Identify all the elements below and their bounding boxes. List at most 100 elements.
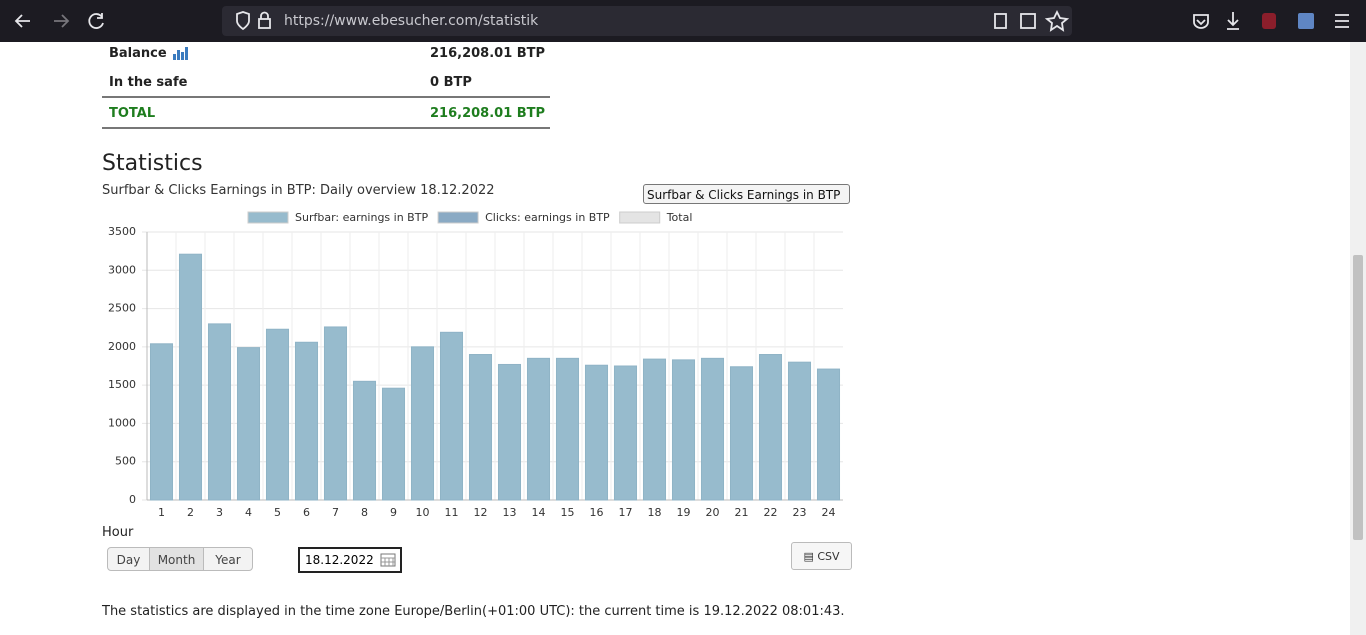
x-tick-label: 7 [332,506,339,519]
x-tick-label: 20 [706,506,720,519]
x-tick-label: 11 [445,506,459,519]
downloads-button[interactable] [1227,12,1239,30]
year-button[interactable]: Year [203,547,253,571]
lock-icon[interactable] [258,18,271,29]
chart-select[interactable]: Surfbar & Clicks Earnings in BTP ⌄ [643,184,850,222]
x-tick-label: 19 [677,506,691,519]
month-button[interactable]: Month [149,547,204,571]
bar [816,368,841,501]
menu-button[interactable] [1335,14,1349,28]
bar [787,361,812,501]
separator [102,127,550,129]
csv-text: CSV [817,550,840,563]
safe-label: In the safe [109,75,188,90]
x-tick-label: 4 [245,506,252,519]
bar [294,341,319,501]
bar [352,380,377,501]
browser-toolbar: https://www.ebesucher.com/statistik [0,0,1366,42]
bar [236,347,261,501]
y-tick-label: 2500 [108,302,136,315]
x-tick-label: 17 [619,506,633,519]
scrollbar[interactable] [1350,42,1366,635]
reader-icon[interactable] [994,13,1007,29]
forward-button[interactable] [54,14,70,28]
date-text: 18.12.2022 [305,553,374,567]
chart-title: Surfbar & Clicks Earnings in BTP: Daily … [102,183,495,198]
bar [758,354,783,501]
bar [729,366,754,501]
csv-button[interactable]: ▤ CSV [791,542,852,570]
url-bar[interactable]: https://www.ebesucher.com/statistik [222,6,1072,36]
legend-label: Total [666,211,693,224]
bar [642,358,667,501]
y-tick-label: 3000 [108,263,136,276]
x-tick-label: 18 [648,506,662,519]
select-text: Surfbar & Clicks Earnings in BTP [647,188,841,202]
timezone-note: The statistics are displayed in the time… [102,604,845,619]
x-tick-label: 16 [590,506,604,519]
y-tick-label: 2000 [108,340,136,353]
bookmark-star[interactable] [1044,9,1070,32]
translate-page-icon[interactable] [1020,13,1036,29]
y-tick-label: 0 [129,493,136,506]
y-tick-label: 1000 [108,416,136,429]
balance-chart-icon[interactable] [172,46,190,61]
pocket-button[interactable] [1193,14,1209,29]
legend-swatch [437,211,479,224]
translate-icon[interactable] [1298,13,1314,29]
x-tick-label: 22 [764,506,778,519]
y-tick-label: 1500 [108,378,136,391]
separator [102,96,550,98]
x-tick-label: 9 [390,506,397,519]
bar [526,357,551,501]
x-tick-label: 23 [793,506,807,519]
x-axis-label: Hour [102,525,134,540]
lock-shackle [260,11,269,19]
bar [381,387,406,501]
day-button[interactable]: Day [107,547,150,571]
reload-button[interactable] [88,13,104,29]
x-tick-label: 13 [503,506,517,519]
bar [671,359,696,501]
x-tick-label: 12 [474,506,488,519]
bar [468,354,493,501]
bar [149,343,174,501]
ublock-icon[interactable] [1262,13,1276,29]
bar [584,364,609,501]
x-tick-label: 6 [303,506,310,519]
x-tick-label: 24 [822,506,836,519]
shield-icon[interactable] [236,11,250,31]
bar [178,253,203,501]
bar [700,357,725,501]
y-tick-label: 500 [115,455,136,468]
legend-label: Clicks: earnings in BTP [485,211,610,224]
section-heading: Statistics [102,151,203,176]
back-button[interactable] [14,14,30,28]
bar [439,331,464,501]
url-text[interactable]: https://www.ebesucher.com/statistik [284,13,539,29]
calendar-icon[interactable] [380,553,396,567]
bar [207,323,232,501]
safe-value: 0 BTP [430,75,472,90]
x-tick-label: 5 [274,506,281,519]
bar [265,328,290,501]
x-tick-label: 2 [187,506,194,519]
y-tick-label: 3500 [108,225,136,238]
bar [613,365,638,501]
balance-label: Balance [109,46,167,61]
x-tick-label: 3 [216,506,223,519]
x-tick-label: 10 [416,506,430,519]
scroll-thumb[interactable] [1353,255,1363,540]
bar [410,346,435,501]
date-input[interactable]: 18.12.2022 [298,547,402,573]
url-icons [236,9,1070,32]
bar [555,357,580,501]
bar [497,363,522,501]
balance-value: 216,208.01 BTP [430,46,546,61]
x-tick-label: 1 [158,506,165,519]
x-tick-label: 14 [532,506,546,519]
x-tick-label: 8 [361,506,368,519]
legend-swatch [247,211,289,224]
bar [323,326,348,501]
